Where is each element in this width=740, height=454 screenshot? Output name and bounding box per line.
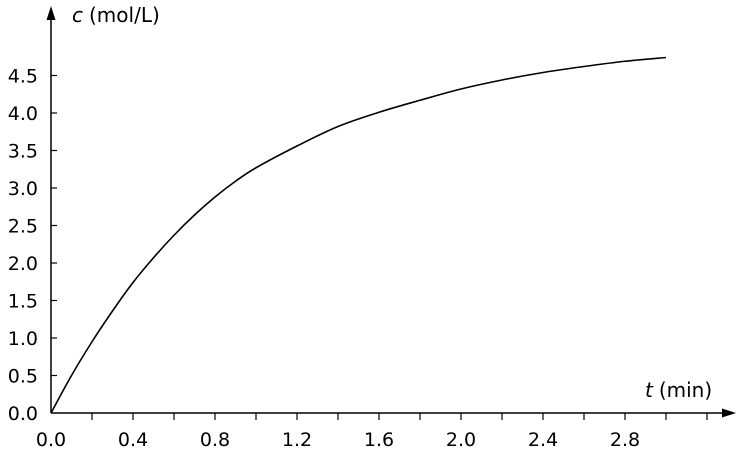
y-tick-label: 3.0 — [8, 178, 38, 200]
x-tick-label: 0.4 — [118, 429, 148, 451]
y-tick-label: 2.5 — [8, 216, 38, 238]
y-axis-unit: (mol/L) — [89, 3, 160, 27]
x-tick-label: 0.8 — [200, 429, 230, 451]
y-tick-label: 2.0 — [8, 253, 38, 275]
series-curve — [50, 56, 667, 414]
y-tick-label: 0.0 — [8, 403, 38, 425]
y-tick-label: 0.5 — [8, 366, 38, 388]
y-axis-variable: c — [72, 3, 83, 27]
x-tick-label: 2.8 — [610, 429, 640, 451]
y-tick-label: 1.0 — [8, 328, 38, 350]
y-tick-label: 3.5 — [8, 141, 38, 163]
x-tick-label: 1.6 — [364, 429, 394, 451]
x-axis-arrowhead — [722, 408, 736, 418]
x-ticks — [91, 413, 708, 420]
x-tick-label: 2.0 — [446, 429, 476, 451]
x-axis-title: t (min) — [645, 378, 712, 402]
x-axis-unit: (min) — [659, 378, 712, 402]
x-tick-label: 2.4 — [528, 429, 558, 451]
y-tick-label: 4.0 — [8, 103, 38, 125]
x-tick-labels: 0.0 0.4 0.8 1.2 1.6 2.0 2.4 2.8 — [36, 429, 640, 451]
y-ticks — [51, 74, 57, 377]
x-tick-label: 0.0 — [36, 429, 66, 451]
axes — [46, 6, 736, 418]
x-axis-variable: t — [645, 378, 654, 402]
y-tick-label: 4.5 — [8, 66, 38, 88]
y-axis-title: c (mol/L) — [72, 3, 160, 27]
y-tick-label: 1.5 — [8, 291, 38, 313]
y-axis-arrowhead — [46, 6, 56, 20]
x-tick-label: 1.2 — [282, 429, 312, 451]
y-tick-labels: 0.0 0.5 1.0 1.5 2.0 2.5 3.0 3.5 4.0 4.5 — [8, 66, 38, 426]
